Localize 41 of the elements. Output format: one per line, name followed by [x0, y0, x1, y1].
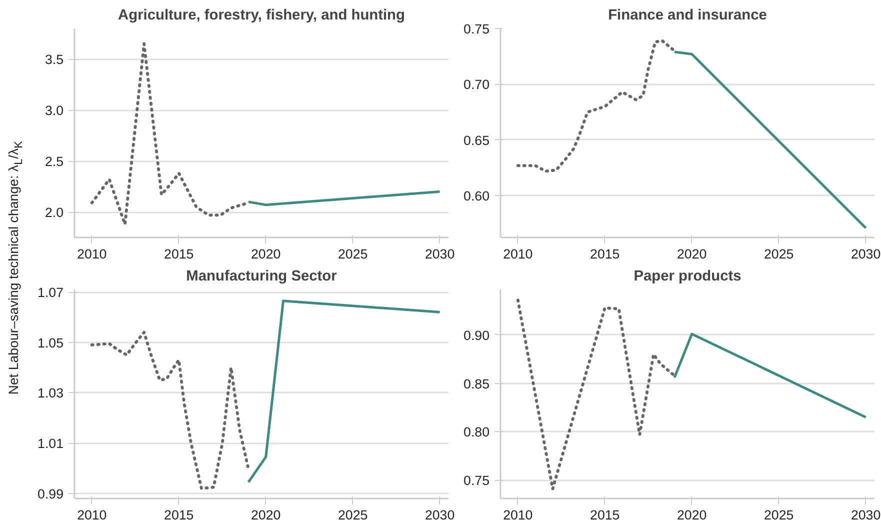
x-tick-label: 2020 — [251, 246, 281, 262]
y-tick-label: 0.80 — [464, 424, 490, 440]
y-tick-label: 0.60 — [464, 188, 490, 204]
x-tick-label: 2030 — [850, 508, 881, 522]
x-tick-label: 2010 — [503, 246, 533, 262]
y-tick-label: 1.03 — [38, 386, 64, 401]
y-tick-label: 0.75 — [464, 22, 490, 36]
x-tick-label: 2015 — [164, 508, 194, 522]
y-tick-label: 0.99 — [38, 486, 64, 502]
y-tick-label: 2.5 — [44, 154, 64, 170]
x-tick-label: 2030 — [424, 508, 455, 522]
y-tick-label: 3.0 — [44, 103, 64, 118]
y-tick-label: 2.0 — [44, 205, 64, 220]
y-tick-label: 1.05 — [38, 335, 64, 350]
chart-title: Paper products — [634, 268, 742, 284]
chart-title: Manufacturing Sector — [186, 268, 338, 284]
chart-title: Finance and insurance — [608, 8, 767, 24]
y-tick-label: 0.65 — [464, 132, 490, 148]
x-tick-label: 2010 — [77, 508, 107, 522]
x-tick-label: 2025 — [764, 246, 794, 262]
x-tick-label: 2010 — [77, 246, 107, 262]
x-tick-label: 2030 — [424, 246, 455, 262]
x-tick-label: 2015 — [590, 508, 620, 522]
x-tick-label: 2020 — [677, 508, 707, 522]
y-tick-label: 0.85 — [464, 376, 490, 392]
y-tick-label: 0.75 — [464, 473, 490, 488]
x-tick-label: 2020 — [251, 508, 281, 522]
y-tick-label: 1.01 — [38, 436, 64, 452]
y-tick-label: 3.5 — [44, 52, 64, 68]
chart-title: Agriculture, forestry, fishery, and hunting — [118, 8, 405, 24]
x-tick-label: 2030 — [850, 246, 881, 262]
x-tick-label: 2025 — [764, 508, 794, 522]
x-tick-label: 2025 — [338, 246, 368, 262]
y-tick-label: 0.70 — [464, 77, 490, 92]
x-tick-label: 2015 — [590, 246, 620, 262]
x-tick-label: 2025 — [338, 508, 368, 522]
y-tick-label: 1.07 — [38, 285, 64, 300]
y-tick-label: 0.90 — [464, 328, 490, 343]
x-tick-label: 2015 — [164, 246, 194, 262]
x-tick-label: 2020 — [677, 246, 707, 262]
x-tick-label: 2010 — [503, 508, 533, 522]
